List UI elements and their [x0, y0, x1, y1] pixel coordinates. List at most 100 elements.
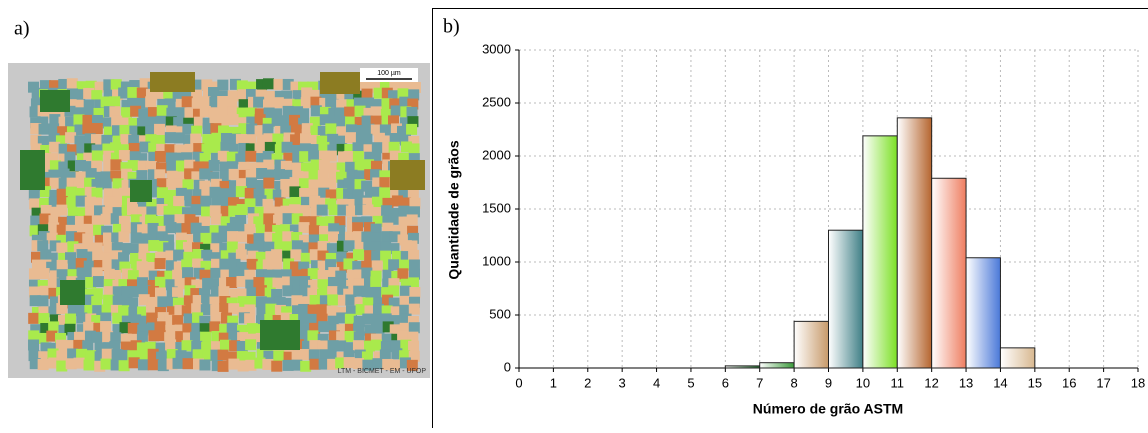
grain [65, 132, 76, 143]
grain [409, 287, 420, 298]
grain [344, 178, 355, 189]
grain [199, 96, 210, 107]
grain [407, 214, 418, 225]
grain [39, 124, 50, 135]
x-axis-label: Número de grão ASTM [753, 401, 903, 417]
grain [29, 268, 40, 279]
grain [39, 268, 50, 279]
x-tick-label: 14 [993, 375, 1007, 390]
grain [154, 124, 165, 135]
grain [409, 304, 420, 315]
grain [245, 339, 256, 350]
grain [109, 96, 120, 107]
bar [829, 230, 863, 368]
grain [110, 159, 121, 170]
grain [38, 359, 49, 370]
grain [210, 268, 221, 279]
grain [211, 214, 222, 225]
bar [897, 118, 931, 368]
grain [237, 204, 248, 215]
grain [183, 358, 194, 369]
grain [409, 322, 420, 333]
grain [28, 340, 39, 351]
grain [200, 233, 211, 244]
grain [182, 267, 193, 278]
y-tick-label: 500 [489, 306, 511, 321]
bar [794, 321, 828, 368]
grain [112, 313, 123, 324]
grain [173, 250, 184, 261]
grain [190, 134, 201, 145]
grain [309, 349, 320, 360]
grain [344, 240, 355, 251]
y-tick-label: 0 [504, 359, 511, 374]
grain [155, 330, 166, 341]
grain [101, 214, 112, 225]
grain [67, 78, 78, 89]
grain [182, 340, 193, 351]
panel-label: b) [443, 16, 460, 38]
grain [28, 313, 39, 324]
grain [66, 197, 77, 208]
grain [155, 258, 166, 269]
grain [319, 160, 330, 171]
x-tick-label: 8 [790, 375, 797, 390]
grain [289, 186, 300, 197]
y-tick-label: 2000 [482, 147, 511, 162]
grain [282, 285, 293, 296]
grain [317, 279, 328, 290]
grain [118, 231, 129, 242]
grain [320, 72, 360, 94]
grain [282, 142, 293, 153]
x-tick-label: 9 [825, 375, 832, 390]
scale-bar-label: 100 µm [377, 70, 401, 77]
grain [209, 321, 220, 332]
grain [237, 231, 248, 242]
grain [37, 295, 48, 306]
grain [173, 358, 184, 369]
bar [966, 258, 1000, 368]
grain [271, 258, 282, 269]
grain [298, 304, 309, 315]
grain [408, 250, 419, 261]
grain [391, 105, 402, 116]
grain [155, 151, 166, 162]
grain [260, 320, 300, 350]
grain [56, 205, 67, 216]
grain [408, 341, 419, 352]
grain [60, 280, 85, 305]
grain [93, 276, 104, 287]
grain [174, 132, 185, 143]
grain [406, 240, 417, 251]
grain [145, 96, 156, 107]
grain [102, 349, 113, 360]
grain [300, 361, 311, 372]
grain [361, 231, 372, 242]
grain [299, 178, 310, 189]
grain [200, 196, 211, 207]
credit: LTM - BICMET - EM - UFOP [338, 368, 427, 375]
grain [273, 97, 284, 108]
x-tick-label: 15 [1028, 375, 1042, 390]
grain [101, 359, 112, 370]
grain [272, 278, 283, 289]
grain [218, 361, 229, 372]
y-tick-label: 2500 [482, 94, 511, 109]
grain [129, 243, 140, 254]
x-tick-label: 1 [550, 375, 557, 390]
grain [182, 96, 193, 107]
grain [74, 358, 85, 369]
grain [307, 330, 318, 341]
bar [725, 366, 759, 368]
grain [362, 287, 373, 298]
grain [299, 349, 310, 360]
x-tick-label: 7 [756, 375, 763, 390]
grain [228, 114, 239, 125]
grain [165, 339, 176, 350]
grain [199, 359, 210, 370]
x-tick-label: 10 [856, 375, 870, 390]
grain [343, 188, 354, 199]
grain [92, 123, 103, 134]
